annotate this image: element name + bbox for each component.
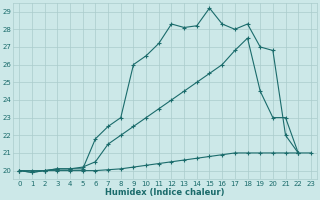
X-axis label: Humidex (Indice chaleur): Humidex (Indice chaleur) <box>105 188 225 197</box>
